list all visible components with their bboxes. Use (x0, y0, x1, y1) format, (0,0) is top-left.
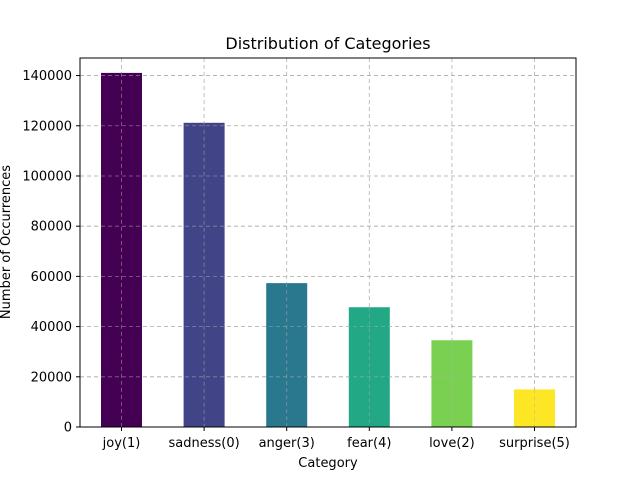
x-axis-label: Category (298, 456, 358, 471)
x-tick-label: joy(1) (102, 436, 141, 451)
plot-frame (79, 57, 577, 428)
y-tick-label: 120000 (22, 119, 72, 134)
y-tick-label: 0 (64, 421, 72, 436)
y-tick-label: 100000 (22, 169, 72, 184)
grid (80, 58, 576, 428)
x-tick-label: surprise(5) (499, 436, 570, 451)
x-tick-label: fear(4) (347, 436, 391, 451)
x-tick-label: anger(3) (259, 436, 315, 451)
x-axis: joy(1) sadness(0) anger(3) fear(4) love(2) su… (102, 427, 570, 451)
y-axis: 0 20000 40000 60000 80000 100000 120000 140000 (22, 69, 80, 436)
y-tick-label: 60000 (31, 270, 72, 285)
x-tick-label: sadness(0) (168, 436, 239, 451)
chart-title: Distribution of Categories (225, 34, 430, 53)
y-tick-label: 80000 (31, 220, 72, 235)
y-tick-label: 40000 (31, 320, 72, 335)
x-tick-label: love(2) (429, 436, 475, 451)
y-tick-label: 20000 (31, 370, 72, 385)
bars (80, 72, 576, 428)
y-tick-label: 140000 (22, 69, 72, 84)
y-axis-label: Number of Occurrences (0, 165, 14, 319)
